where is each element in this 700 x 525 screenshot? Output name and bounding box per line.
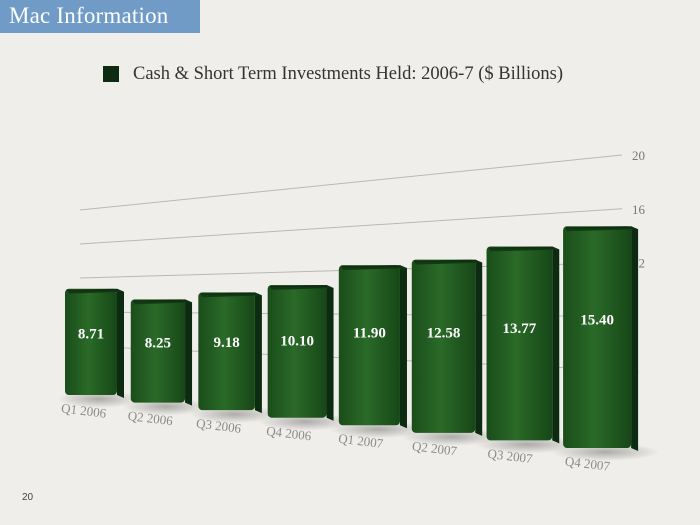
x-tick-label: Q1 2007: [337, 431, 384, 451]
bar: [411, 259, 476, 433]
bar-side: [631, 226, 639, 451]
x-tick-label: Q1 2006: [60, 400, 107, 420]
bar-top: [67, 288, 124, 294]
bar-top: [565, 226, 639, 232]
data-label: 9.18: [213, 335, 239, 351]
x-tick-label: Q2 2006: [127, 408, 174, 428]
bar: [65, 288, 117, 395]
bar: [486, 246, 553, 441]
bar-top: [488, 246, 560, 252]
page-number: 20: [22, 492, 34, 503]
data-label: 8.71: [78, 326, 104, 342]
x-tick-label: Q2 2007: [411, 438, 458, 458]
data-label: 13.77: [503, 321, 537, 337]
bar-top: [413, 259, 483, 265]
chart-legend: Cash & Short Term Investments Held: 2006…: [103, 63, 563, 85]
gridline: [79, 208, 623, 245]
bar: [198, 292, 255, 411]
bar: [267, 284, 327, 418]
bar-side: [399, 265, 407, 429]
x-tick-label: Q3 2007: [487, 446, 534, 466]
slide-title: Mac Information: [9, 3, 169, 28]
bar-top: [340, 265, 407, 271]
bar: [130, 299, 186, 403]
bar-side: [552, 246, 560, 444]
bar-top: [200, 292, 262, 298]
bar-side: [254, 292, 262, 414]
bar-side: [475, 259, 483, 436]
data-label: 10.10: [280, 334, 314, 350]
bar: [338, 265, 400, 426]
data-label: 11.90: [353, 325, 386, 341]
bar-side: [185, 299, 193, 406]
bar: [563, 226, 632, 448]
bar-top: [269, 284, 334, 290]
bar-top: [132, 299, 193, 305]
gridline: [79, 154, 623, 211]
data-label: 12.58: [427, 325, 461, 341]
legend-swatch: [103, 66, 119, 82]
legend-label: Cash & Short Term Investments Held: 2006…: [133, 63, 563, 84]
y-tick-label: 16: [632, 202, 646, 217]
bar-side: [117, 288, 124, 398]
data-label: 15.40: [580, 312, 614, 328]
bar-side: [326, 284, 334, 421]
x-tick-label: Q4 2007: [564, 453, 611, 473]
data-label: 8.25: [145, 336, 171, 352]
x-tick-label: Q3 2006: [195, 415, 242, 435]
slide-title-banner: Mac Information: [0, 0, 200, 33]
x-tick-label: Q4 2006: [266, 423, 313, 443]
y-tick-label: 20: [632, 148, 645, 163]
